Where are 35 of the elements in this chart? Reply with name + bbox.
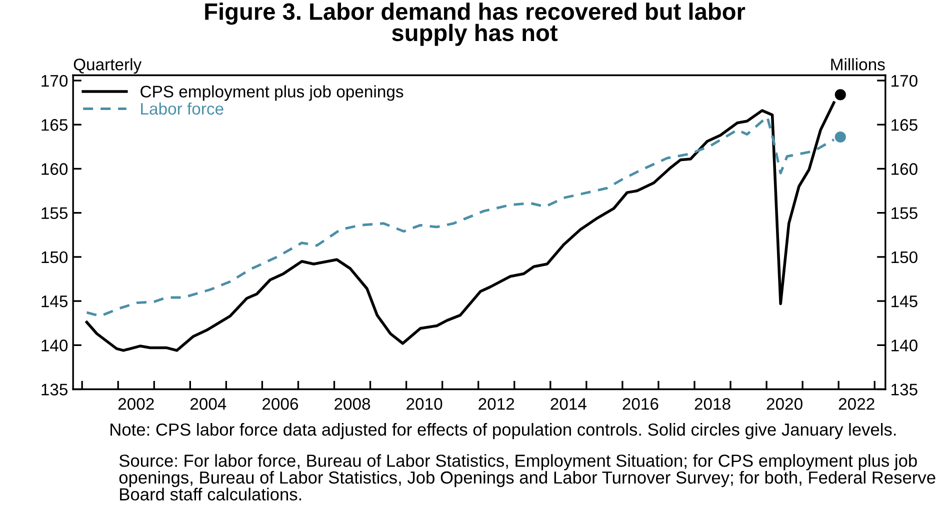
legend-label: Labor force: [141, 102, 224, 115]
y-tick-label: 155: [42, 207, 68, 220]
x-tick-label: 2006: [262, 398, 298, 410]
x-tick-label: 2002: [118, 398, 154, 410]
y2-tick-label: 135: [892, 384, 918, 396]
x-tick-label: 2010: [406, 398, 442, 410]
y2-tick-label: 165: [892, 119, 918, 131]
text: Quarterly: [74, 58, 142, 74]
y2-tick-label: 145: [892, 296, 918, 308]
y-tick-label: 170: [42, 74, 68, 87]
y-tick-label: 160: [42, 163, 68, 175]
y2-axis-title: Millions: [831, 58, 885, 70]
y2-tick-label: 155: [892, 207, 918, 220]
x-tick-label: 2014: [550, 398, 586, 410]
y-tick-label: 135: [42, 384, 68, 396]
x-tick-label: 2018: [694, 398, 730, 410]
x-tick-label: 2008: [334, 398, 370, 410]
x-tick-label: 2004: [190, 398, 226, 410]
y2-tick-label: 160: [892, 163, 918, 175]
legend-label: CPS employment plus job openings: [140, 85, 404, 101]
line-series: [85, 101, 836, 352]
chart-title: Figure 3. Labor demand has recovered but labor supply has not: [205, 2, 746, 46]
source-note: Source: For labor force, Bureau of Labor Statistics, Employment Situation; for CPS employment plus job openings, Bureau of Labor Statistics, Job Openings and Labor Turnover Survey; for both, Federal Reserve Board staff calculations.: [119, 454, 936, 501]
y2-tick-label: 170: [892, 74, 918, 87]
y-tick-label: 150: [42, 251, 68, 264]
x-tick-label: 2020: [766, 398, 802, 410]
x-tick-label: 2012: [478, 398, 514, 410]
y-tick-label: 145: [42, 296, 68, 308]
y-tick-label: 140: [42, 340, 68, 352]
y2-tick-label: 150: [892, 251, 918, 264]
text: Note: CPS labor force data adjusted for effects of population controls. Solid circles give January levels.: [110, 422, 896, 440]
y2-tick-label: 140: [892, 340, 918, 352]
x-tick-label: 2022: [838, 398, 874, 410]
x-tick-label: 2016: [622, 398, 658, 410]
y-tick-label: 165: [42, 119, 68, 131]
